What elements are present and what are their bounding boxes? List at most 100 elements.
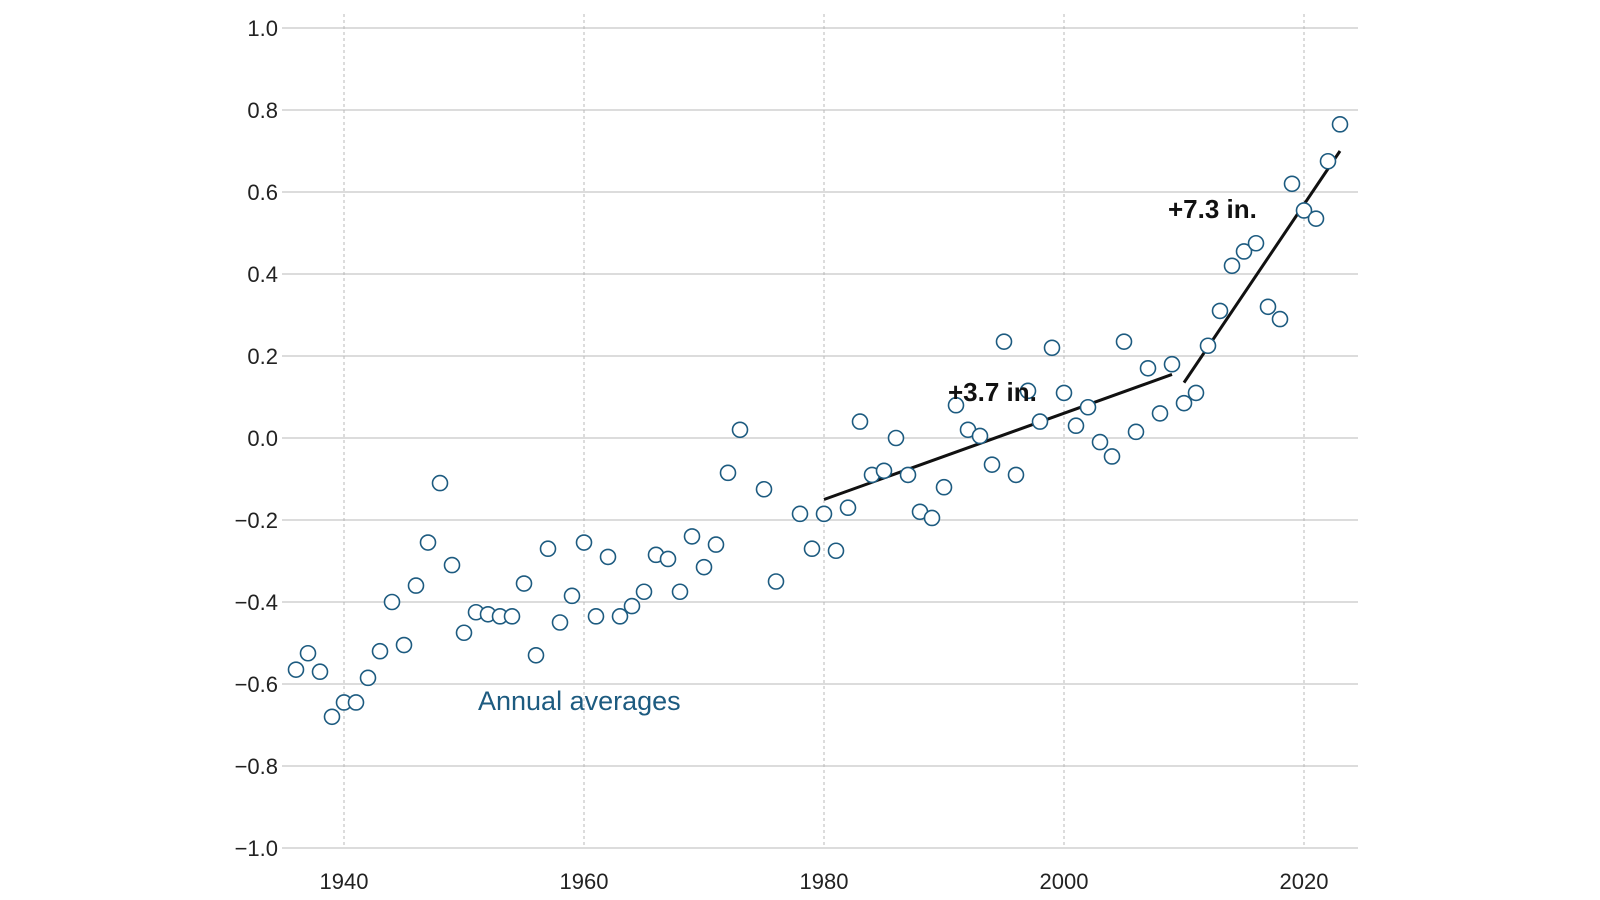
data-point	[1031, 413, 1049, 430]
data-point	[347, 694, 365, 711]
data-point	[815, 505, 833, 523]
data-point	[299, 644, 317, 662]
y-tick-label: 0.2	[247, 344, 278, 369]
data-point	[899, 466, 917, 484]
data-point	[1211, 302, 1229, 320]
y-tick-label: −1.0	[235, 836, 278, 861]
data-point	[635, 583, 653, 601]
data-point	[1055, 384, 1073, 402]
data-point	[827, 542, 845, 560]
data-point	[923, 509, 941, 527]
data-point	[839, 499, 857, 517]
data-point	[1127, 423, 1145, 441]
data-point	[443, 556, 461, 574]
data-point	[1151, 405, 1169, 422]
data-point	[947, 396, 965, 414]
data-point	[455, 624, 473, 642]
data-point	[1331, 116, 1349, 133]
data-point	[1199, 337, 1217, 355]
data-point	[419, 534, 437, 551]
data-point	[575, 534, 593, 551]
x-tick-label: 1960	[560, 869, 609, 894]
data-point	[1283, 175, 1301, 193]
data-point	[695, 558, 713, 576]
data-point	[791, 505, 809, 523]
data-point	[1019, 382, 1037, 400]
y-tick-label: −0.4	[235, 590, 278, 615]
data-point	[671, 583, 689, 601]
data-point	[1007, 466, 1025, 484]
y-tick-label: −0.6	[235, 672, 278, 697]
data-point	[719, 464, 737, 482]
data-point	[983, 456, 1001, 473]
data-point	[875, 462, 893, 480]
trend-label-1980-2009: +3.7 in.	[948, 377, 1037, 407]
data-point	[803, 540, 821, 558]
data-point	[371, 642, 389, 660]
data-point	[971, 427, 989, 445]
data-point	[767, 573, 785, 590]
x-tick-label: 1980	[800, 869, 849, 894]
data-point	[887, 429, 905, 447]
point-layer	[287, 116, 1349, 726]
data-point	[1043, 339, 1061, 357]
data-point	[995, 333, 1013, 350]
data-point	[707, 536, 725, 553]
y-tick-label: 0.8	[247, 98, 278, 123]
data-point	[287, 661, 305, 678]
y-tick-label: 0.0	[247, 426, 278, 451]
data-point	[539, 540, 557, 558]
data-point	[1307, 210, 1325, 227]
data-point	[1067, 417, 1085, 435]
data-point	[1235, 243, 1253, 260]
x-tick-label: 2000	[1040, 869, 1089, 894]
data-point	[1259, 298, 1277, 316]
data-point	[1187, 384, 1205, 402]
data-point	[755, 480, 773, 498]
trend-label-2010-2023: +7.3 in.	[1168, 194, 1257, 224]
trend-layer	[823, 150, 1342, 501]
data-point	[683, 528, 701, 545]
data-point	[587, 608, 605, 625]
data-point	[1091, 433, 1109, 451]
data-point	[515, 575, 533, 592]
series-label-annual-averages: Annual averages	[478, 686, 681, 716]
data-point	[359, 669, 377, 687]
data-point	[851, 413, 869, 430]
y-tick-label: 0.4	[247, 262, 278, 287]
y-tick-label: 1.0	[247, 16, 278, 41]
data-point	[1247, 234, 1265, 252]
data-point	[1295, 202, 1313, 219]
x-tick-label: 2020	[1280, 869, 1329, 894]
data-point	[731, 421, 749, 439]
data-point	[599, 548, 617, 566]
data-point	[503, 608, 521, 625]
y-tick-label: −0.2	[235, 508, 278, 533]
data-point	[527, 646, 545, 664]
y-tick-label: −0.8	[235, 754, 278, 779]
tick-layer: 1.0 0.8 0.6 0.4 0.2 0.0 −0.2 −0.4 −0.6 −0.8 −1.0 19…	[235, 16, 1329, 894]
data-point	[1163, 355, 1181, 373]
data-point	[431, 474, 449, 492]
data-point	[1175, 394, 1193, 412]
data-point	[659, 550, 677, 568]
y-tick-label: 0.6	[247, 180, 278, 205]
data-point	[611, 608, 629, 625]
data-point	[551, 614, 569, 631]
x-tick-label: 1940	[320, 869, 369, 894]
data-point	[935, 478, 953, 496]
data-point	[407, 577, 425, 594]
data-point	[1139, 359, 1157, 377]
data-point	[563, 587, 581, 605]
data-point	[383, 593, 401, 611]
data-point	[623, 597, 641, 615]
grid-layer	[282, 14, 1358, 849]
data-point	[1079, 398, 1097, 416]
data-point	[311, 663, 329, 681]
data-point	[1103, 448, 1121, 465]
data-point	[1319, 152, 1337, 170]
data-point	[323, 708, 341, 726]
data-point	[1271, 310, 1289, 328]
data-point	[1223, 257, 1241, 275]
